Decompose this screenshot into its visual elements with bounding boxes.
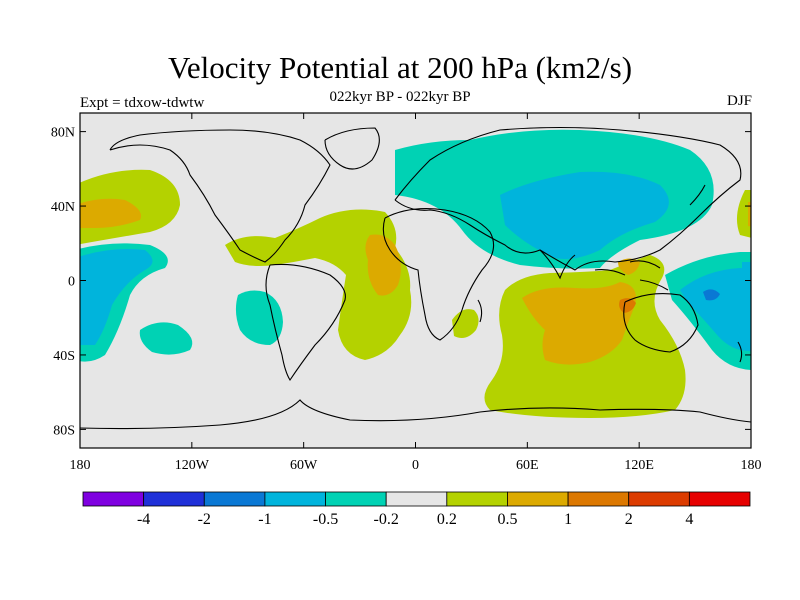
colorbar-swatch — [203, 491, 266, 507]
colorbar-swatch — [82, 491, 145, 507]
colorbar-label: 0.2 — [437, 511, 457, 528]
colorbar-label: 1 — [564, 511, 572, 528]
colorbar-swatch — [688, 491, 751, 507]
coast-australia — [623, 293, 699, 353]
coast-north-america — [109, 129, 331, 263]
colorbar-label: 4 — [685, 511, 693, 528]
contour-region-atlantic-core — [365, 234, 401, 296]
experiment-label: Expt = tdxow-tdwtw — [80, 95, 205, 111]
y-tick-label: 80S — [53, 423, 75, 438]
contour-region-ne-edge — [736, 190, 751, 238]
coast-madagascar — [477, 299, 483, 323]
contour-region-n-pacific-core — [80, 198, 141, 228]
contour-region-ne-edge-core — [748, 202, 751, 227]
x-tick-label: 120W — [175, 458, 210, 473]
season-label: DJF — [726, 93, 752, 109]
contour-region-off-chile — [235, 290, 283, 345]
contour-region-atlantic-positive — [225, 209, 412, 360]
colorbar-swatch — [385, 491, 448, 507]
coast-eurasia — [394, 126, 742, 271]
contour-region-c-pacific-negative — [80, 249, 153, 345]
contour-region-se-pacific — [139, 322, 193, 355]
colorbar-label: -0.2 — [374, 511, 399, 528]
x-tick-label: 180 — [741, 458, 762, 473]
colorbar-label: -0.5 — [313, 511, 338, 528]
x-axis: 180 120W 60W 0 60E 120E 180 — [70, 113, 762, 473]
coast-africa — [382, 208, 495, 341]
colorbar-swatch — [264, 491, 326, 507]
colorbar-label: -2 — [198, 511, 211, 528]
colorbar-swatch — [143, 491, 205, 507]
colorbar: -4 -2 -1 -0.5 -0.2 0.2 0.5 1 2 4 — [82, 491, 751, 528]
coast-south-america — [265, 263, 346, 382]
contour-region-asia-negative — [500, 171, 669, 259]
colorbar-label: -4 — [137, 511, 150, 528]
colorbar-label: 0.5 — [497, 511, 517, 528]
colorbar-swatch — [567, 491, 630, 507]
contour-region-indian-ocean-core — [522, 282, 636, 365]
coast-antarctica — [80, 399, 751, 430]
colorbar-swatch — [446, 491, 508, 507]
contour-region-se-asia — [618, 258, 640, 275]
x-tick-label: 0 — [412, 458, 419, 473]
coast-japan — [689, 184, 706, 206]
contour-region-nw-australia — [619, 298, 636, 313]
map-panel — [79, 112, 752, 449]
y-tick-label: 40N — [51, 200, 75, 215]
x-tick-label: 60E — [516, 458, 539, 473]
coast-india — [539, 249, 576, 280]
colorbar-swatch — [628, 491, 690, 507]
contour-region-w-pacific-negative — [680, 268, 751, 351]
colorbar-swatch — [325, 491, 387, 507]
coast-new-zealand — [737, 341, 743, 363]
coastlines — [80, 126, 751, 430]
contour-region-se-africa — [452, 309, 479, 338]
x-tick-label: 180 — [70, 458, 91, 473]
contour-fills — [80, 129, 751, 418]
y-tick-label: 40S — [53, 349, 75, 364]
x-tick-label: 120E — [624, 458, 654, 473]
y-tick-label: 80N — [51, 126, 75, 141]
x-tick-label: 60W — [290, 458, 318, 473]
y-tick-label: 0 — [68, 275, 75, 290]
colorbar-label: -1 — [258, 511, 271, 528]
y-axis: 80N 40N 0 40S 80S — [51, 126, 751, 438]
coast-greenland — [324, 127, 380, 170]
contour-region-w-pacific-strong — [703, 289, 720, 301]
chart-subtitle: 022kyr BP - 022kyr BP — [329, 89, 471, 105]
coast-maritime — [594, 260, 669, 291]
colorbar-swatch — [507, 491, 569, 507]
colorbar-label: 2 — [625, 511, 633, 528]
chart-title: Velocity Potential at 200 hPa (km2/s) — [167, 50, 633, 85]
